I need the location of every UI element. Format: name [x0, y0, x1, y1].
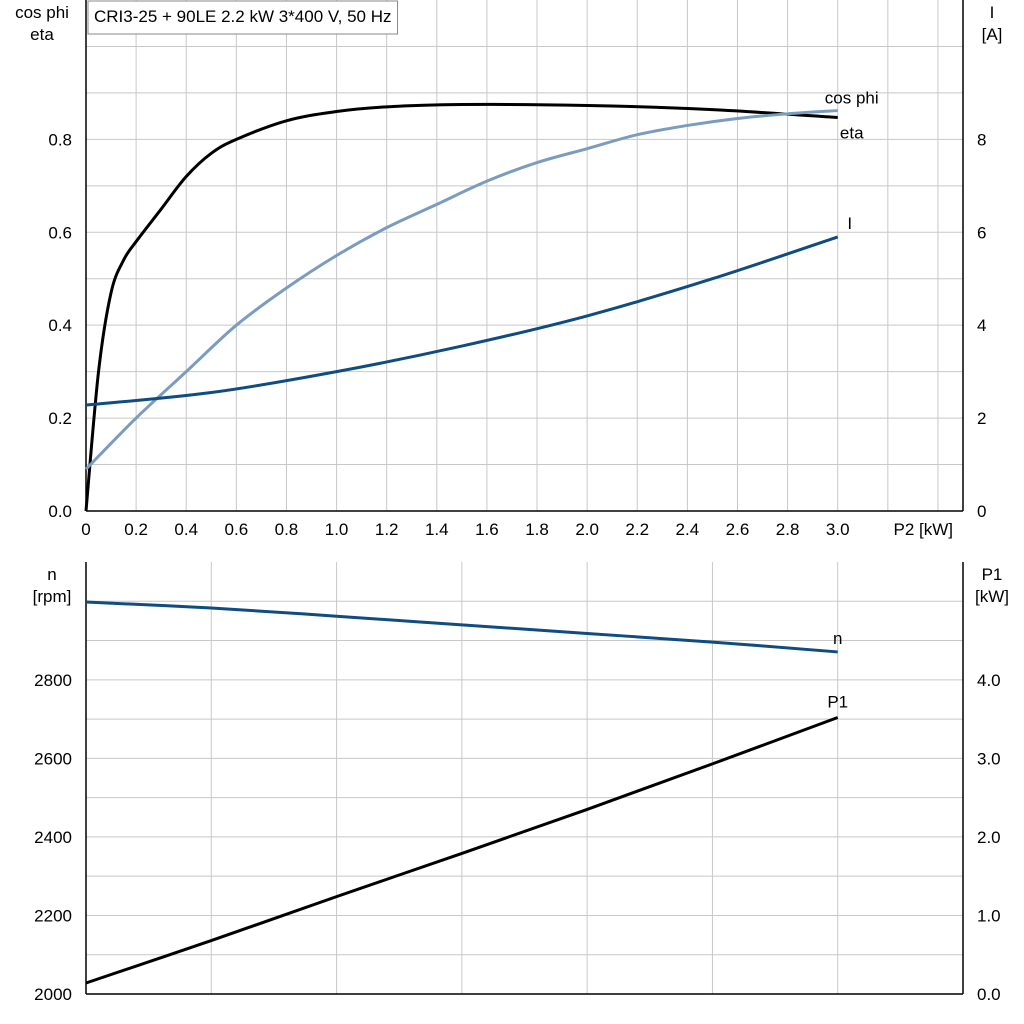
series-label-n: n — [833, 629, 842, 648]
y2-tick-label: 1.0 — [977, 906, 1001, 925]
x-tick-label: 3.0 — [826, 520, 850, 539]
x-tick-label: 1.2 — [375, 520, 399, 539]
speed-power-chart: 2000 2200 2400 2600 2800 0.0 1.0 2.0 3.0 4.0 n [rpm… — [33, 562, 1009, 1004]
y-tick-label: 2000 — [34, 985, 72, 1004]
x-tick-label: 2.0 — [575, 520, 599, 539]
y2-axis-label: P1 — [982, 565, 1003, 584]
series-line-i — [85, 235, 839, 407]
chart-title: CRI3-25 + 90LE 2.2 kW 3*400 V, 50 Hz — [94, 7, 392, 26]
y-tick-label: 0.4 — [48, 316, 72, 335]
y2-tick-label: 4 — [977, 316, 986, 335]
x-tick-label: 2.6 — [726, 520, 750, 539]
y-tick-label: 0.6 — [48, 223, 72, 242]
y-tick-label: 2800 — [34, 671, 72, 690]
series-line-cos-phi — [84, 109, 838, 471]
series-line-p1 — [85, 716, 839, 985]
y2-tick-label: 6 — [977, 223, 986, 242]
x-tick-label: 0.6 — [225, 520, 249, 539]
y-tick-label: 2200 — [34, 906, 72, 925]
y-axis-label: [rpm] — [33, 587, 72, 606]
y2-tick-label: 0 — [977, 502, 986, 521]
x-tick-label: 0 — [81, 520, 90, 539]
series-label-i: I — [847, 214, 852, 233]
y-tick-label: 0.2 — [48, 409, 72, 428]
x-tick-label: 0.2 — [124, 520, 148, 539]
y2-tick-label: 3.0 — [977, 749, 1001, 768]
x-tick-label: 1.6 — [475, 520, 499, 539]
y2-tick-label: 0.0 — [977, 985, 1001, 1004]
y2-axis-label: [A] — [982, 25, 1003, 44]
series-line-n — [85, 600, 838, 654]
y2-tick-label: 2.0 — [977, 828, 1001, 847]
y2-axis-label: I — [990, 3, 995, 22]
y2-tick-label: 2 — [977, 409, 986, 428]
x-tick-label: 2.8 — [776, 520, 800, 539]
y-axis-label: n — [47, 565, 56, 584]
y-axis-label: cos phi — [15, 3, 69, 22]
x-tick-label: 0.4 — [174, 520, 198, 539]
x-tick-label: 2.2 — [625, 520, 649, 539]
x-axis-label: P2 [kW] — [893, 520, 953, 539]
title-box — [87, 0, 399, 35]
y-axis-label: eta — [30, 25, 54, 44]
x-tick-label: 1.0 — [325, 520, 349, 539]
y-tick-label: 0.8 — [48, 130, 72, 149]
series-label-eta: eta — [840, 124, 864, 143]
y2-axis-label: [kW] — [975, 587, 1009, 606]
y-tick-label: 2400 — [34, 828, 72, 847]
x-tick-label: 2.4 — [676, 520, 700, 539]
x-tick-label: 1.4 — [425, 520, 449, 539]
y2-tick-label: 4.0 — [977, 671, 1001, 690]
series-label-p1: P1 — [827, 693, 848, 712]
series-label-cos-phi: cos phi — [825, 89, 879, 108]
efficiency-chart: 0.0 0.2 0.4 0.6 0.8 0 2 4 6 8 0 0.2 0.4 0.6 0.8 1.0 1.2 1… — [15, 0, 1002, 539]
y-tick-label: 2600 — [34, 749, 72, 768]
y2-tick-label: 8 — [977, 130, 986, 149]
y-tick-label: 0.0 — [48, 502, 72, 521]
series-line-eta — [84, 102, 838, 512]
x-tick-label: 0.8 — [275, 520, 299, 539]
x-tick-label: 1.8 — [525, 520, 549, 539]
